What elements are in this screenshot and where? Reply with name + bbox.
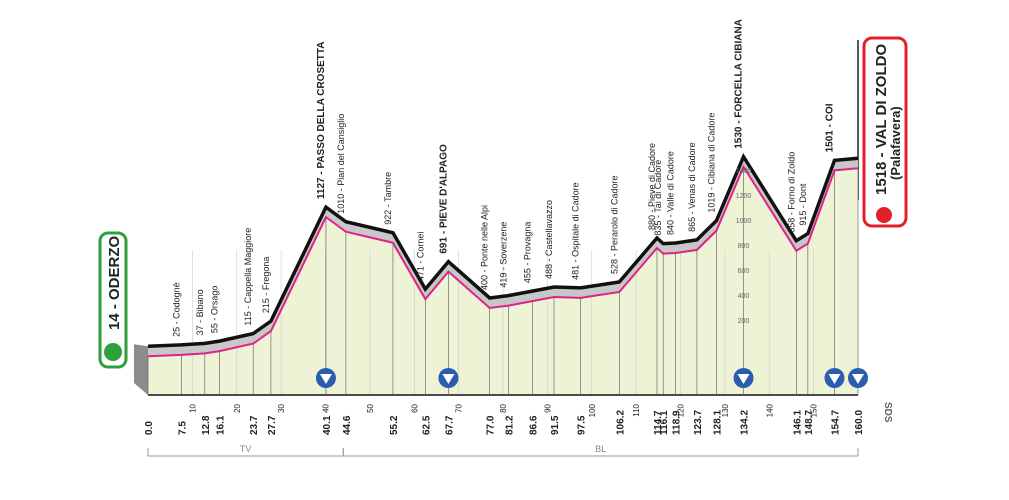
- km-tick-label: 60: [410, 403, 419, 412]
- km-tick-label: 20: [233, 403, 242, 412]
- climb-marker-arrow: [737, 374, 750, 384]
- waypoint-label: 1019 - Cibiana di Cadore: [706, 113, 716, 213]
- waypoint-label: 1530 - FORCELLA CIBIANA: [734, 19, 745, 149]
- km-label: 106.2: [615, 410, 626, 435]
- km-tick-label: 10: [188, 403, 197, 412]
- km-label: 86.6: [528, 415, 539, 435]
- km-tick-label: 140: [765, 403, 774, 417]
- km-tick-label: 80: [499, 403, 508, 412]
- km-label: 146.1: [792, 410, 803, 435]
- km-tick-label: 150: [810, 403, 819, 417]
- profile-line: [147, 152, 859, 348]
- km-label: 62.5: [421, 415, 432, 435]
- waypoint-label: 481 - Ospitale di Cadore: [571, 182, 581, 280]
- km-tick-label: 130: [721, 403, 730, 417]
- credit: SDS: [882, 402, 893, 423]
- km-tick-label: 110: [632, 403, 641, 416]
- finish-badge: [862, 36, 908, 228]
- waypoint-label: 455 - Provagna: [522, 222, 532, 284]
- km-label: 160.0: [854, 410, 865, 435]
- waypoint-label: 55 - Orsago: [209, 286, 219, 334]
- waypoint-label: 1127 - PASSO DELLA CROSETTA: [316, 42, 327, 200]
- km-label: 97.5: [577, 415, 588, 435]
- climb-marker-arrow: [828, 374, 841, 384]
- km-label: 91.5: [550, 415, 561, 435]
- km-label: 27.7: [267, 415, 278, 435]
- km-label: 154.7: [830, 410, 841, 435]
- km-label: 0.0: [144, 421, 155, 435]
- km-label: 40.1: [322, 415, 333, 435]
- finish-label: 1518 - VAL DI ZOLDO: [873, 44, 890, 195]
- waypoint-label: 691 - PIEVE D'ALPAGO: [438, 144, 449, 254]
- waypoint-label: 915 - Dont: [798, 183, 808, 226]
- profile-wall: [134, 344, 148, 395]
- km-label: 118.9: [672, 410, 683, 435]
- km-tick-label: 120: [677, 403, 686, 417]
- waypoint-label: 37 - Bibano: [195, 289, 205, 335]
- waypoint-label: 865 - Venas di Cadore: [687, 142, 697, 232]
- waypoint-label: 528 - Perarolo di Cadore: [609, 175, 619, 274]
- climb-marker-arrow: [442, 374, 455, 384]
- km-tick-label: 90: [543, 403, 552, 412]
- waypoint-label: 858 - Forno di Zoldo: [786, 152, 796, 233]
- km-tick-label: 70: [455, 403, 464, 412]
- km-label: 81.2: [504, 415, 515, 435]
- province-label: TV: [240, 444, 252, 454]
- km-label: 7.5: [177, 421, 188, 435]
- province-label: BL: [595, 444, 606, 454]
- waypoint-label: 215 - Fregona: [261, 257, 271, 314]
- km-label: 67.7: [444, 415, 455, 435]
- start-icon: [104, 343, 122, 361]
- km-label: 148.7: [804, 410, 815, 435]
- km-label: 55.2: [389, 415, 400, 435]
- km-label: 77.0: [486, 415, 497, 435]
- waypoint-label: 400 - Ponte nelle Alpi: [480, 205, 490, 290]
- km-label: 44.6: [342, 415, 353, 435]
- km-label: 123.7: [693, 410, 704, 435]
- waypoint-label: 1501 - COI: [824, 103, 835, 152]
- waypoint-label: 922 - Tambre: [383, 172, 393, 225]
- waypoint-label: 419 - Soverzene: [498, 222, 508, 288]
- waypoint-label: 840 - Valle di Cadore: [666, 151, 676, 235]
- waypoint-label: 488 - Castellavazzo: [544, 200, 554, 279]
- start-label: 14 - ODERZO: [106, 235, 123, 330]
- km-label: 12.8: [201, 415, 212, 435]
- waypoint-label: 1010 - Pian del Cansiglio: [336, 114, 346, 214]
- km-tick-label: 50: [366, 403, 375, 412]
- start-badge: [98, 231, 128, 369]
- finish-icon: [876, 207, 892, 223]
- km-label: 128.1: [712, 410, 723, 435]
- waypoint-label: 835 - Tai di Cadore: [653, 160, 663, 236]
- waypoint-label: 471 - Cornei: [415, 232, 425, 282]
- km-tick-label: 40: [322, 403, 331, 412]
- km-label: 134.2: [740, 410, 751, 435]
- waypoint-label: 25 - Codognè: [171, 282, 181, 337]
- km-label: 114.7: [653, 410, 664, 435]
- climb-marker-arrow: [319, 374, 332, 384]
- km-tick-label: 30: [277, 403, 286, 412]
- km-tick-label: 100: [588, 403, 597, 417]
- finish-sublabel: (Palafavera): [888, 106, 903, 180]
- waypoint-label: 880 - Pieve di Cadore: [647, 143, 657, 230]
- km-label: 23.7: [249, 415, 260, 435]
- waypoint-label: 115 - Cappella Maggiore: [243, 228, 253, 326]
- km-label: 116.1: [659, 410, 670, 435]
- km-label: 16.1: [215, 415, 226, 435]
- climb-marker-arrow: [852, 374, 864, 384]
